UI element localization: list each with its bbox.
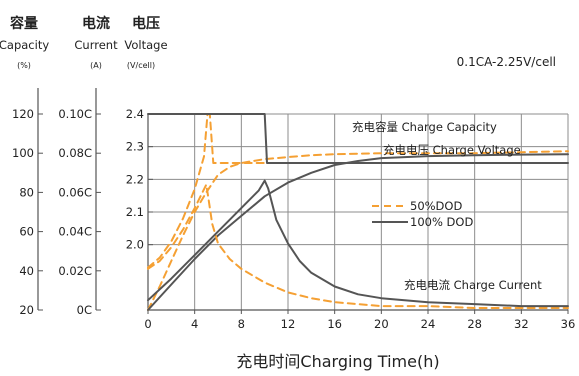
axis-unit: (%) <box>17 61 31 70</box>
x-tick-label: 4 <box>191 317 198 331</box>
axis-title-cn: 电流 <box>82 15 110 32</box>
series-voltage-100dod <box>147 113 569 164</box>
y-tick-label: 2.3 <box>126 140 144 154</box>
annotation-label: 充电容量 Charge Capacity <box>352 120 497 134</box>
axis-title-en: Voltage <box>124 38 167 52</box>
y-tick-label: 120 <box>12 107 34 121</box>
y-tick-label: 60 <box>19 225 34 239</box>
series-current-100dod <box>147 179 569 308</box>
y-tick-label: 2.4 <box>126 107 144 121</box>
annotation-label: 充电电流 Charge Current <box>404 278 542 292</box>
y-tick-label: 2.1 <box>126 205 144 219</box>
y-tick-label: 40 <box>19 264 34 278</box>
x-tick-label: 20 <box>374 317 389 331</box>
series-capacity-50dod <box>147 150 569 311</box>
y-tick-label: 0.04C <box>58 225 92 239</box>
legend-label: 100% DOD <box>410 215 473 229</box>
y-tick-label: 0.06C <box>58 185 92 199</box>
x-tick-label: 36 <box>561 317 576 331</box>
x-tick-label: 0 <box>144 317 151 331</box>
legend-label: 50%DOD <box>410 199 462 213</box>
axis-title-cn: 电压 <box>132 15 160 32</box>
axes <box>37 88 569 314</box>
axis-title-en: Capacity <box>0 38 49 52</box>
annotation-label: 充电电压 Charge Voltage <box>383 143 521 157</box>
charge-condition-label: 0.1CA-2.25V/cell <box>457 55 556 69</box>
axis-unit: (V/cell) <box>127 61 155 70</box>
axis-unit: (A) <box>90 61 102 70</box>
y-tick-label: 0.10C <box>58 107 92 121</box>
x-axis-label: 充电时间Charging Time(h) <box>236 352 439 371</box>
x-tick-label: 32 <box>514 317 529 331</box>
grid <box>148 113 569 311</box>
x-tick-label: 24 <box>421 317 436 331</box>
y-tick-label: 0C <box>77 303 92 317</box>
x-tick-label: 28 <box>467 317 482 331</box>
x-tick-label: 16 <box>327 317 342 331</box>
series-capacity-100dod <box>147 153 569 311</box>
y-tick-label: 0.02C <box>58 264 92 278</box>
x-tick-label: 12 <box>281 317 296 331</box>
axis-title-cn: 容量 <box>9 15 38 32</box>
series-layer <box>147 113 569 311</box>
axis-title-en: Current <box>74 38 118 52</box>
series-current-50dod <box>147 183 569 309</box>
y-tick-label: 2.0 <box>126 238 144 252</box>
text-layer: 容量Capacity(%)12010080604020电流Current(A)0… <box>0 15 575 371</box>
y-tick-label: 0.08C <box>58 146 92 160</box>
legend: 50%DOD 100% DOD <box>372 199 473 229</box>
y-tick-label: 2.2 <box>126 172 144 186</box>
y-tick-label: 80 <box>19 185 34 199</box>
y-tick-label: 20 <box>19 303 34 317</box>
x-tick-label: 8 <box>238 317 245 331</box>
y-tick-label: 100 <box>12 146 34 160</box>
